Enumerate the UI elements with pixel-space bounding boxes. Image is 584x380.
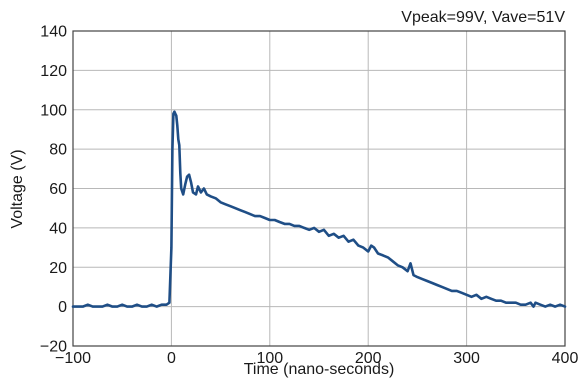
series-line-voltage — [71, 110, 567, 308]
x-tick-labels: −100 0 100 200 300 400 — [55, 350, 578, 367]
x-tick-label: 100 — [256, 350, 283, 367]
y-tick-label: 120 — [40, 63, 67, 80]
x-axis-label: Time (nano-seconds) — [244, 361, 395, 378]
y-tick-label: 40 — [49, 220, 67, 237]
y-tick-label: 60 — [49, 181, 67, 198]
x-tick-label: 300 — [453, 350, 480, 367]
y-axis-label: Voltage (V) — [9, 149, 26, 228]
y-tick-label: 100 — [40, 102, 67, 119]
plot-frame — [72, 30, 566, 347]
x-tick-label: 400 — [552, 350, 579, 367]
y-tick-label: 80 — [49, 142, 67, 159]
y-tick-label: 140 — [40, 24, 67, 41]
y-tick-label: 0 — [58, 299, 67, 316]
x-tick-label: −100 — [55, 350, 91, 367]
y-tick-labels: −20 0 20 40 60 80 100 120 140 — [40, 24, 67, 356]
x-tick-label: 0 — [167, 350, 176, 367]
y-tick-label: −20 — [40, 339, 67, 356]
y-tick-label: 20 — [49, 260, 67, 277]
annotation-vpeak-vave: Vpeak=99V, Vave=51V — [401, 9, 565, 26]
x-tick-label: 200 — [355, 350, 382, 367]
